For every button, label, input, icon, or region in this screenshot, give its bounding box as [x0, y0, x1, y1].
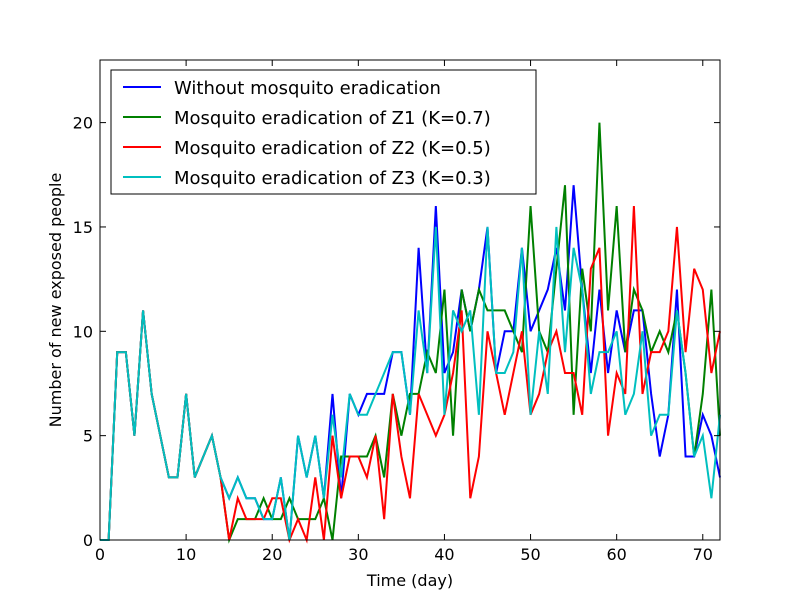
y-tick-label: 10 [73, 322, 93, 341]
series-line [100, 226, 721, 541]
x-tick-label: 20 [262, 545, 282, 564]
x-tick-label: 70 [693, 545, 713, 564]
x-tick-label: 30 [348, 545, 368, 564]
x-tick-label: 10 [176, 545, 196, 564]
legend-label: Without mosquito eradication [174, 78, 441, 99]
legend-label: Mosquito eradication of Z2 (K=0.5) [174, 138, 491, 159]
x-tick-label: 40 [434, 545, 454, 564]
x-tick-label: 50 [520, 545, 540, 564]
x-tick-label: 60 [606, 545, 626, 564]
y-tick-label: 0 [83, 531, 93, 550]
y-axis-label: Number of new exposed people [46, 173, 65, 428]
legend-label: Mosquito eradication of Z3 (K=0.3) [174, 168, 491, 189]
x-axis-label: Time (day) [366, 571, 453, 590]
y-tick-label: 15 [73, 218, 93, 237]
x-tick-label: 0 [95, 545, 105, 564]
plot-frame [99, 59, 721, 541]
y-tick-label: 20 [73, 114, 93, 133]
legend-label: Mosquito eradication of Z1 (K=0.7) [174, 108, 491, 129]
y-tick-label: 5 [83, 427, 93, 446]
legend-box [110, 69, 537, 195]
